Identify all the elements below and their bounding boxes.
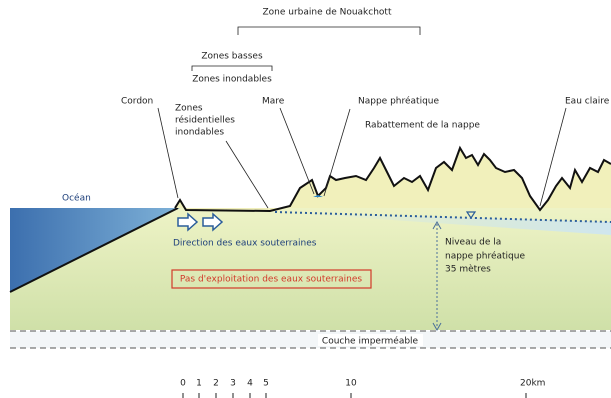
scale-label: 10 xyxy=(345,379,357,389)
label: Zones xyxy=(175,104,203,114)
diagram: Zone urbaine de Nouakchott Zones basses … xyxy=(0,0,611,398)
zone-label: Zone urbaine de Nouakchott xyxy=(262,8,391,18)
depth-label: Niveau de la xyxy=(445,238,501,248)
leader xyxy=(226,141,268,208)
label: Cordon xyxy=(121,97,153,107)
urban-bracket xyxy=(238,27,420,35)
depth-label: nappe phréatique xyxy=(445,251,525,262)
depth-label: 35 mètres xyxy=(445,264,491,275)
scale-label: 5 xyxy=(263,379,269,389)
label: inondables xyxy=(175,128,224,138)
scale-label: 20km xyxy=(520,379,545,389)
scale-label: 0 xyxy=(180,379,186,389)
label: Rabattement de la nappe xyxy=(365,121,480,131)
label: Eau claire xyxy=(565,97,610,107)
scale-label: 1 xyxy=(196,379,202,389)
scale-label: 2 xyxy=(213,379,219,389)
impermeable-layer xyxy=(10,331,611,348)
scale-label: 4 xyxy=(247,379,253,389)
label: Nappe phréatique xyxy=(358,96,439,107)
scale-label: 3 xyxy=(230,379,236,389)
zone-label: Zones inondables xyxy=(192,75,272,85)
ocean-label: Océan xyxy=(62,193,91,204)
layer-label: Couche imperméable xyxy=(322,336,419,347)
label: Mare xyxy=(262,97,285,107)
label: résidentielles xyxy=(175,115,235,126)
flow-label: Direction des eaux souterraines xyxy=(173,239,317,249)
low-bracket xyxy=(192,66,272,71)
zone-label: Zones basses xyxy=(201,52,263,62)
leader xyxy=(280,108,314,194)
warning-label: Pas d'exploitation des eaux souterraines xyxy=(180,275,363,285)
